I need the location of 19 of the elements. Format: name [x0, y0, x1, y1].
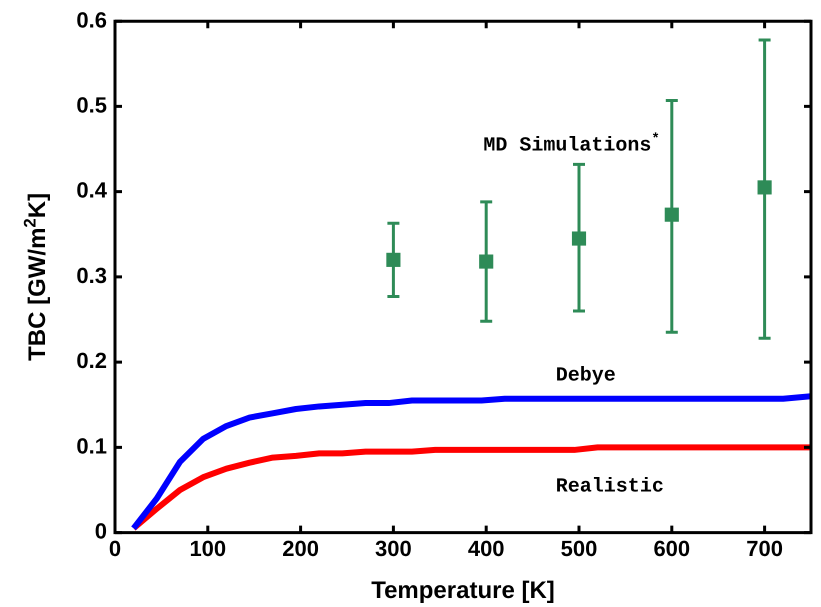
y-tick-label: 0.4 [76, 178, 108, 203]
y-tick-label: 0.3 [76, 262, 107, 288]
y-tick-label: 0.2 [76, 348, 107, 374]
x-axis-title: Temperature [K] [371, 577, 555, 604]
x-tick-label: 300 [375, 536, 412, 561]
series-label: Realistic [556, 476, 664, 499]
y-axis-title: TBC [GW/m2K] [20, 192, 51, 361]
x-tick-label: 600 [653, 536, 690, 561]
text: MD Simulations* [483, 131, 660, 158]
y-tick-label: 0.5 [76, 92, 107, 118]
x-tick-label: 200 [282, 536, 319, 561]
y-tick-label: 0.1 [76, 433, 107, 458]
series-label: Debye [556, 364, 616, 388]
x-tick-label: 100 [189, 536, 226, 561]
y-tick-label: 0 [94, 518, 107, 544]
x-tick-label: 700 [746, 536, 783, 561]
x-tick-label: 500 [560, 536, 598, 561]
y-tick-label: 0.6 [76, 7, 107, 32]
x-tick-label: 400 [468, 536, 505, 561]
